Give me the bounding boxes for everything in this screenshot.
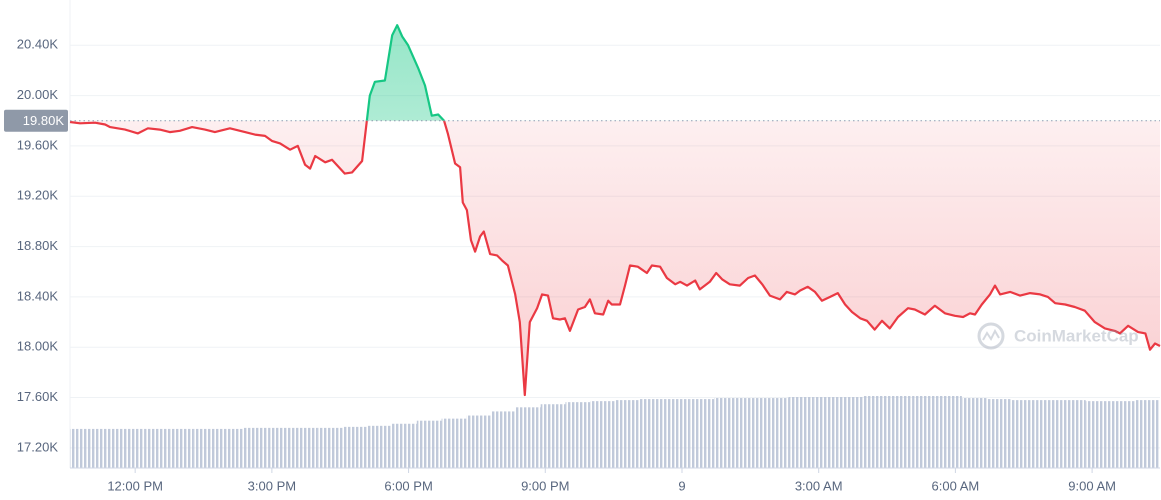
y-tick-label: 18.40K [17,288,59,303]
y-tick-label: 19.20K [17,188,59,203]
volume-bar [763,398,789,468]
volume-bar [540,404,566,468]
volume-bar [813,397,838,468]
volume-bar [317,427,343,468]
watermark-text: CoinMarketCap [1014,326,1139,345]
volume-bar [664,399,690,468]
volume-bar [243,427,269,468]
volume-bar [1110,401,1136,468]
volume-bar [565,402,591,468]
baseline-label: 19.80K [23,113,65,128]
volume-bar [1085,401,1111,468]
area-down [70,120,1160,395]
volume-bar [441,418,467,468]
watermark: CoinMarketCap [977,322,1139,350]
x-tick-label: 3:00 PM [248,478,296,493]
volume-bar [292,427,318,468]
y-tick-label: 17.20K [17,439,59,454]
volume-bar [466,415,492,468]
volume-bar [1135,400,1160,468]
volume-bar [689,399,715,468]
volume-bar [615,400,640,468]
volume-bar [887,396,913,468]
volume-bar [218,428,244,468]
volume-bar [268,427,293,468]
volume-bar [986,399,1012,468]
watermark-logo-mark [982,328,1000,341]
y-tick-label: 20.00K [17,87,59,102]
y-tick-label: 18.00K [17,339,59,354]
x-tick-label: 9 [678,478,685,493]
y-tick-label: 18.80K [17,238,59,253]
volume-bar [1036,400,1061,468]
x-tick-label: 6:00 AM [932,478,980,493]
x-tick-label: 12:00 PM [107,478,163,493]
volume-bar [515,407,541,468]
volume-bar [491,411,516,468]
volume-bar [144,428,170,468]
volume-bar [590,401,615,468]
volume-bar [94,428,120,468]
volume-bar [1011,400,1037,468]
volume-bar [937,396,962,468]
baseline-label-box [4,109,68,132]
y-tick-label: 20.40K [17,37,59,52]
watermark-logo [977,322,1005,350]
volume-bar [788,397,814,468]
price-line-down [69,120,1161,397]
volume-bar [342,426,368,468]
volume-bar [367,425,393,468]
volume-bar [1060,400,1086,468]
volume-bar [392,423,417,468]
y-tick-label: 17.60K [17,389,59,404]
x-tick-label: 6:00 PM [384,478,432,493]
volume-bar [416,420,442,468]
volume-bar [837,397,863,468]
x-tick-label: 3:00 AM [795,478,843,493]
volume-bar [639,399,665,468]
volume-bar [70,428,95,468]
volume-bar [119,428,145,468]
y-tick-label: 19.60K [17,137,59,152]
volume-bar [193,428,219,468]
x-tick-label: 9:00 PM [521,478,569,493]
x-tick-label: 9:00 AM [1068,478,1116,493]
volume-bar [961,398,987,468]
volume-bar [738,398,764,468]
volume-bar [912,396,938,468]
volume-bar [862,396,888,468]
volume-bar [714,398,739,468]
volume-bar [169,428,194,468]
